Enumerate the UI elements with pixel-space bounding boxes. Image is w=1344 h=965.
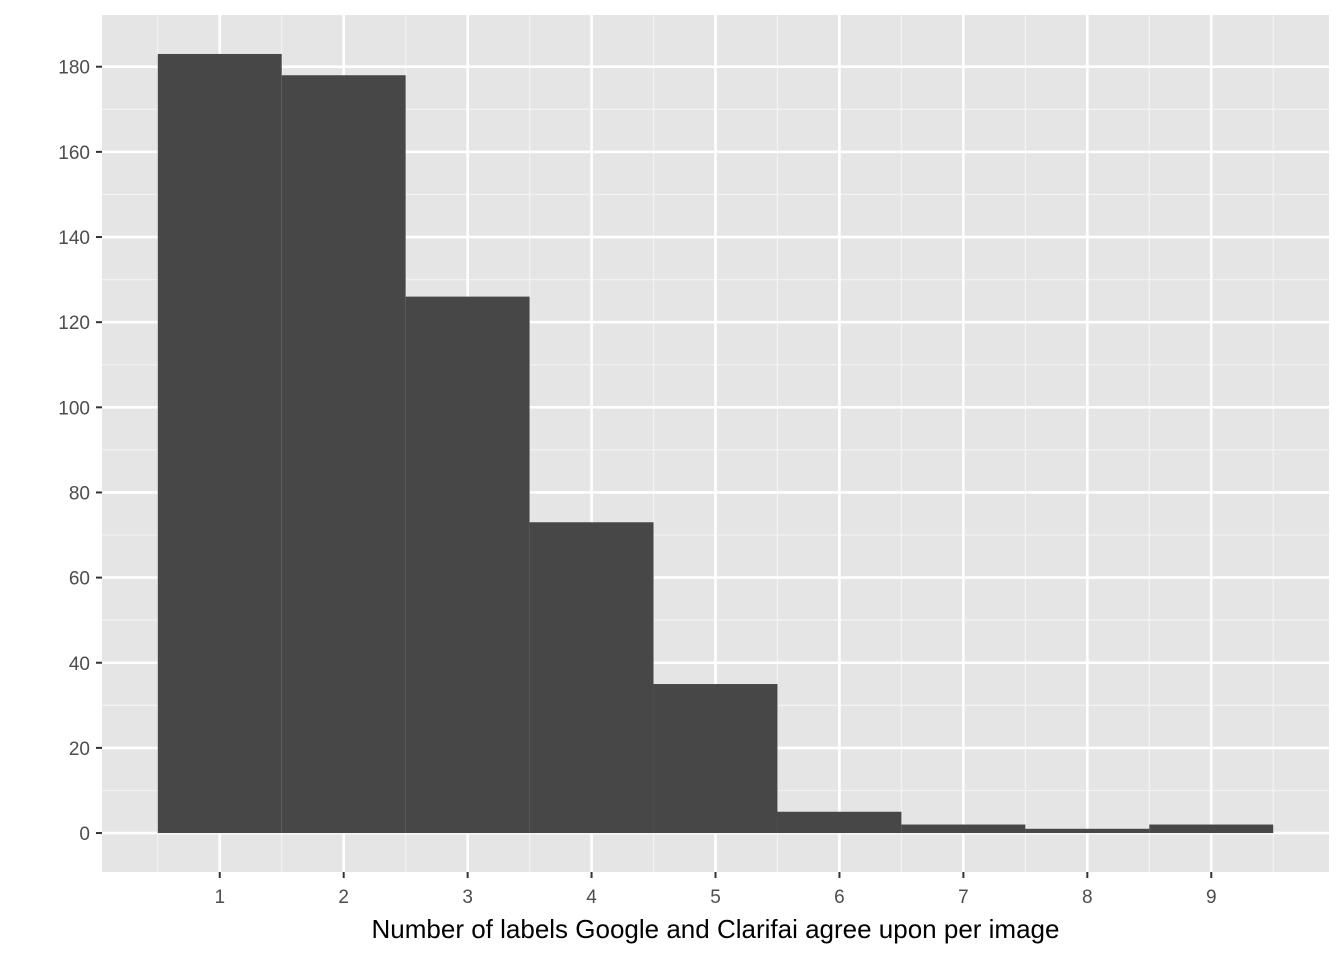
- x-tick-label: 2: [338, 887, 349, 908]
- y-tick-label: 40: [69, 654, 90, 675]
- x-tick-label: 3: [462, 887, 473, 908]
- bar-8: [1025, 828, 1150, 834]
- x-tick-label: 8: [1082, 887, 1093, 908]
- y-tick-label: 60: [69, 569, 90, 590]
- bar-2: [281, 75, 406, 834]
- y-axis-ticks: 0 20 40 60 80 100 120 140 160 180: [58, 58, 102, 845]
- y-tick-label: 180: [58, 58, 90, 79]
- x-axis-ticks: 1 2 3 4 5 6 7 8 9: [214, 872, 1217, 908]
- y-tick-label: 20: [69, 739, 90, 760]
- y-tick-label: 0: [79, 824, 90, 845]
- x-tick-label: 4: [586, 887, 597, 908]
- bars: [157, 53, 1274, 834]
- x-tick-label: 6: [834, 887, 845, 908]
- bar-7: [901, 824, 1026, 834]
- bar-3: [405, 296, 530, 834]
- bar-1: [157, 53, 282, 834]
- y-tick-label: 120: [58, 313, 90, 334]
- y-tick-label: 160: [58, 143, 90, 164]
- x-axis-title: Number of labels Google and Clarifai agr…: [372, 914, 1060, 944]
- x-tick-label: 7: [958, 887, 969, 908]
- x-tick-label: 1: [214, 887, 225, 908]
- y-tick-label: 140: [58, 228, 90, 249]
- x-tick-label: 9: [1206, 887, 1217, 908]
- x-tick-label: 5: [710, 887, 721, 908]
- bar-4: [529, 522, 654, 834]
- bar-5: [653, 684, 778, 834]
- y-tick-label: 100: [58, 398, 90, 419]
- bar-6: [777, 811, 902, 834]
- y-tick-label: 80: [69, 483, 90, 504]
- bar-9: [1149, 824, 1274, 834]
